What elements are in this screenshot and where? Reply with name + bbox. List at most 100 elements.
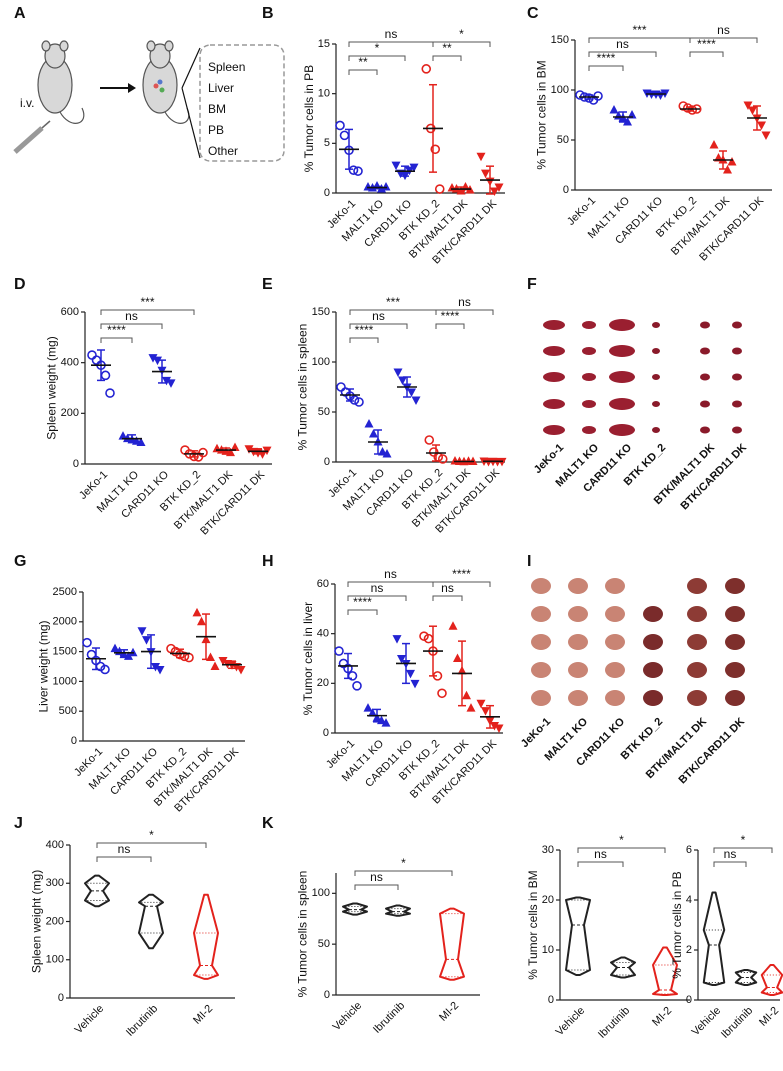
photo-category: BTK/CARD11 DK bbox=[676, 716, 747, 787]
data-point bbox=[757, 121, 766, 130]
data-point bbox=[748, 106, 757, 115]
significance-bracket bbox=[100, 323, 163, 329]
y-tick-label: 100 bbox=[312, 887, 330, 899]
panel-label: D bbox=[14, 276, 26, 293]
data-point bbox=[335, 120, 345, 131]
y-tick-label: 40 bbox=[317, 628, 329, 640]
panel-label: B bbox=[262, 5, 274, 22]
significance-bracket bbox=[432, 41, 491, 47]
data-point bbox=[398, 376, 407, 385]
data-point bbox=[210, 661, 220, 670]
violin bbox=[760, 964, 783, 996]
data-point bbox=[364, 419, 374, 428]
photo-specimen bbox=[531, 578, 551, 594]
photo-specimen bbox=[605, 662, 625, 678]
photo-specimen bbox=[700, 426, 710, 434]
significance-label: * bbox=[401, 856, 406, 870]
data-point bbox=[397, 655, 406, 664]
photo-specimen bbox=[652, 348, 660, 354]
significance-bracket bbox=[354, 884, 399, 890]
mouse-ear bbox=[41, 40, 51, 52]
data-point bbox=[409, 163, 419, 173]
x-tick-label: Vehicle bbox=[73, 1003, 107, 1037]
significance-bracket bbox=[588, 37, 691, 43]
y-axis-label: Spleen weight (mg) bbox=[30, 870, 44, 973]
significance-label: **** bbox=[107, 323, 126, 337]
data-point bbox=[421, 64, 432, 74]
data-point bbox=[494, 724, 504, 734]
photo-specimen bbox=[543, 372, 565, 382]
data-point bbox=[430, 144, 441, 155]
significance-label: ** bbox=[358, 55, 368, 69]
data-point bbox=[153, 356, 162, 366]
significance-label: ns bbox=[594, 847, 607, 861]
organ-dot bbox=[159, 87, 165, 93]
y-tick-label: 0 bbox=[71, 735, 77, 747]
y-tick-label: 150 bbox=[551, 34, 569, 46]
significance-bracket bbox=[100, 337, 133, 343]
significance-label: ns bbox=[125, 309, 138, 323]
x-tick-label: Ibrutinib bbox=[371, 1000, 407, 1036]
data-point bbox=[448, 621, 458, 630]
violin bbox=[439, 907, 465, 981]
data-point bbox=[334, 646, 344, 656]
significance-label: *** bbox=[632, 23, 646, 37]
photo-specimen bbox=[605, 578, 625, 594]
significance-label: ns bbox=[616, 37, 629, 51]
mouse-ear bbox=[59, 40, 69, 52]
mouse-ear bbox=[164, 40, 174, 52]
data-point bbox=[230, 442, 240, 452]
significance-label: * bbox=[741, 833, 746, 847]
y-tick-label: 0 bbox=[324, 187, 330, 199]
data-point bbox=[198, 447, 208, 458]
photo-specimen bbox=[700, 373, 710, 381]
photo-specimen bbox=[609, 424, 635, 436]
data-point bbox=[411, 396, 421, 405]
y-tick-label: 400 bbox=[46, 839, 64, 851]
significance-bracket bbox=[349, 323, 408, 329]
organ-label: BM bbox=[208, 102, 226, 116]
data-point bbox=[609, 105, 619, 114]
photo-specimen bbox=[605, 690, 625, 706]
significance-bracket bbox=[577, 861, 624, 867]
data-point bbox=[392, 635, 402, 644]
significance-bracket bbox=[432, 595, 463, 601]
photo-specimen bbox=[725, 690, 745, 706]
photo-specimen bbox=[700, 321, 710, 329]
needle bbox=[41, 120, 51, 129]
significance-label: ns bbox=[717, 23, 730, 37]
data-point bbox=[490, 187, 499, 197]
significance-bracket bbox=[435, 309, 494, 315]
significance-bracket bbox=[577, 847, 666, 853]
data-point bbox=[682, 103, 693, 113]
data-point bbox=[192, 607, 202, 617]
photo-category: JeKo-1 bbox=[519, 716, 553, 750]
violin bbox=[565, 896, 591, 976]
photo-specimen bbox=[732, 373, 742, 381]
photo-specimen bbox=[732, 426, 742, 434]
x-tick-label: Ibrutinib bbox=[596, 1005, 632, 1041]
panel-label: I bbox=[527, 553, 531, 570]
panel-label: E bbox=[262, 276, 273, 293]
panel-label: J bbox=[14, 815, 23, 832]
y-tick-label: 6 bbox=[686, 844, 692, 856]
panel-label: C bbox=[527, 5, 539, 22]
y-tick-label: 0 bbox=[548, 994, 554, 1006]
data-point bbox=[453, 653, 462, 662]
arrow-head bbox=[128, 83, 136, 93]
panel-label: H bbox=[262, 553, 274, 570]
data-point bbox=[87, 350, 97, 360]
data-point bbox=[424, 435, 435, 445]
photo-specimen bbox=[609, 319, 635, 331]
y-tick-label: 15 bbox=[318, 38, 330, 50]
y-tick-label: 500 bbox=[59, 705, 77, 717]
photo-specimen bbox=[543, 320, 565, 330]
photo-specimen bbox=[652, 322, 660, 328]
y-tick-label: 200 bbox=[61, 407, 79, 419]
significance-bracket bbox=[432, 581, 491, 587]
photo-specimen bbox=[643, 634, 663, 650]
fan-lines bbox=[181, 47, 201, 159]
significance-label: ns bbox=[441, 581, 454, 595]
photo-specimen bbox=[732, 400, 742, 408]
significance-label: *** bbox=[386, 295, 400, 309]
